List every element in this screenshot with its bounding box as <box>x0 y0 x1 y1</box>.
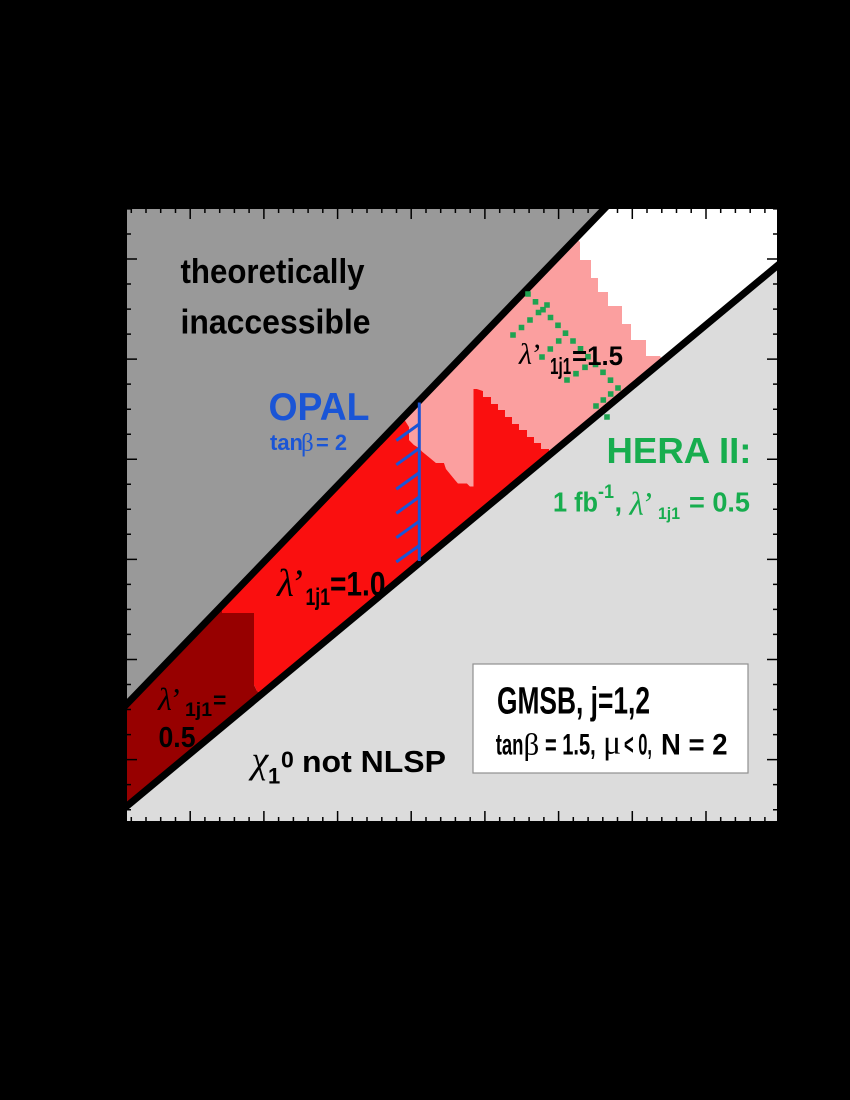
svg-text:1j1: 1j1 <box>306 584 331 611</box>
svg-text:< 0,: < 0, <box>624 728 652 761</box>
svg-text:1j1: 1j1 <box>658 505 680 523</box>
svg-text:μ: μ <box>603 725 621 762</box>
svg-text:theoretically: theoretically <box>181 253 365 291</box>
svg-text:GMSB, j=1,2: GMSB, j=1,2 <box>497 681 650 723</box>
svg-text:λ: λ <box>518 338 532 371</box>
svg-text:= 2: = 2 <box>316 430 347 455</box>
svg-text:inaccessible: inaccessible <box>181 304 371 342</box>
svg-text:1j1: 1j1 <box>185 700 212 721</box>
svg-text:N = 2: N = 2 <box>661 728 728 761</box>
svg-text:tan: tan <box>270 430 303 455</box>
svg-text:λ: λ <box>276 562 294 605</box>
svg-text:λ: λ <box>629 487 644 523</box>
svg-text:’: ’ <box>530 338 540 371</box>
svg-text:χ: χ <box>248 740 270 782</box>
svg-text:λ: λ <box>157 681 172 717</box>
svg-text:β: β <box>524 726 540 761</box>
svg-text:OPAL: OPAL <box>269 386 370 429</box>
svg-text:= 0.5: = 0.5 <box>689 487 750 518</box>
svg-text:β: β <box>301 430 314 457</box>
svg-text:=1.0: =1.0 <box>330 566 386 604</box>
svg-text:not NLSP: not NLSP <box>302 745 446 779</box>
svg-text:1j1: 1j1 <box>550 353 571 379</box>
svg-text:tan: tan <box>496 728 524 761</box>
svg-text:0.5: 0.5 <box>159 722 196 754</box>
svg-text:=1.5: =1.5 <box>572 340 623 371</box>
svg-text:1: 1 <box>268 764 280 789</box>
svg-text:’: ’ <box>641 487 652 523</box>
svg-text:1 fb: 1 fb <box>553 487 598 518</box>
svg-text:HERA II:: HERA II: <box>607 430 752 471</box>
svg-text:0: 0 <box>281 747 294 773</box>
svg-text:=: = <box>213 687 226 713</box>
svg-text:’: ’ <box>169 681 180 717</box>
svg-text:,: , <box>615 487 623 518</box>
svg-text:= 1.5,: = 1.5, <box>545 728 596 761</box>
svg-text:-1: -1 <box>598 482 614 503</box>
svg-text:’: ’ <box>290 562 303 605</box>
